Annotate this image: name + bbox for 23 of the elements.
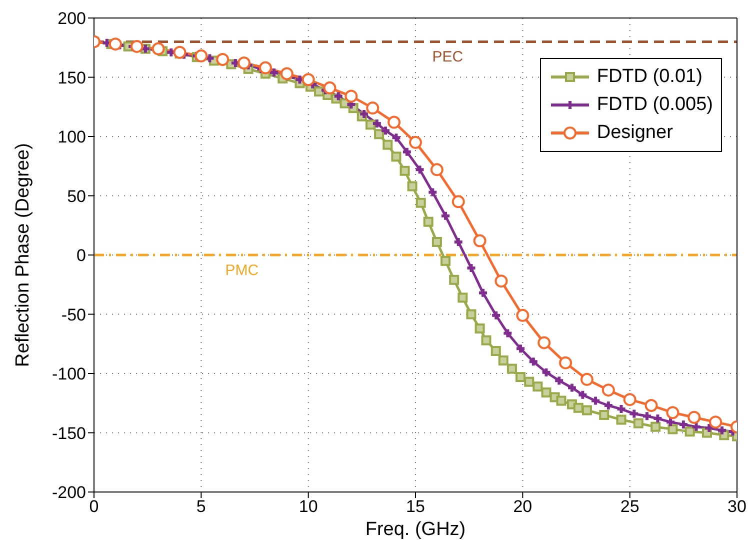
x-tick-label: 20	[513, 497, 532, 516]
y-axis-title: Reflection Phase (Degree)	[12, 143, 34, 367]
y-tick-label: 50	[67, 186, 86, 206]
x-axis-title: Freq. (GHz)	[365, 519, 466, 540]
ref-line-label: PEC	[432, 48, 464, 66]
y-tick-label: 100	[58, 128, 86, 147]
y-tick-label: 0	[76, 246, 86, 266]
y-tick-label: -50	[61, 305, 86, 324]
legend-label: FDTD (0.01)	[596, 66, 702, 88]
y-tick-label: -100	[52, 364, 86, 384]
legend-label: FDTD (0.005)	[596, 94, 713, 116]
x-tick-label: 5	[196, 497, 206, 516]
y-tick-label: -150	[52, 424, 86, 443]
ref-line-label: PMC	[225, 262, 259, 279]
y-tick-label: 150	[58, 68, 86, 88]
legend-label: Designer	[596, 122, 673, 144]
x-tick-label: 25	[620, 497, 640, 516]
y-tick-label: -200	[52, 483, 86, 502]
x-tick-label: 10	[298, 497, 318, 516]
x-tick-label: 30	[728, 497, 746, 516]
x-tick-label: 15	[406, 497, 425, 516]
x-tick-label: 0	[89, 497, 99, 516]
y-tick-label: 200	[58, 9, 86, 28]
